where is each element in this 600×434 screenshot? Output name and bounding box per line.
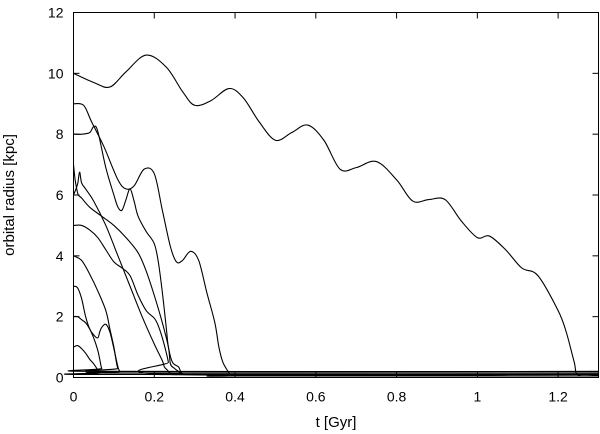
x-tick-label-1: 0.2 [145,389,165,405]
orbit-line-10 [64,344,599,376]
x-tick-label-3: 0.6 [306,389,326,405]
y-tick-label-2: 4 [56,248,64,264]
x-tick-label-4: 0.8 [387,389,407,405]
x-tick-label-0: 0 [70,389,78,405]
y-tick-label-4: 8 [56,126,64,142]
orbit-line-5 [72,171,599,376]
y-tick-label-6: 12 [48,5,64,21]
orbit-line-9 [67,315,599,373]
tick-labels: 0 0.2 0.4 0.6 0.8 1 1.2 0 2 4 6 8 10 12 [48,5,568,405]
x-tick-label-5: 1 [473,389,481,405]
y-tick-label-3: 6 [56,187,64,203]
series-lines [64,54,599,377]
plot-frame [73,12,599,378]
x-tick-label-2: 0.4 [225,389,245,405]
y-tick-label-0: 0 [56,370,64,386]
y-axis-label: orbital radius [kpc] [1,134,18,256]
y-tick-label-5: 10 [48,65,64,81]
orbit-line-8 [73,285,599,374]
x-axis-label: t [Gyr] [316,414,357,431]
orbit-line-1 [73,54,599,377]
orbit-line-4 [72,164,599,376]
axis-ticks [73,12,599,378]
orbit-line-6 [73,224,599,376]
y-tick-label-1: 2 [56,309,64,325]
orbit-line-7 [73,255,599,373]
x-tick-label-6: 1.2 [548,389,568,405]
